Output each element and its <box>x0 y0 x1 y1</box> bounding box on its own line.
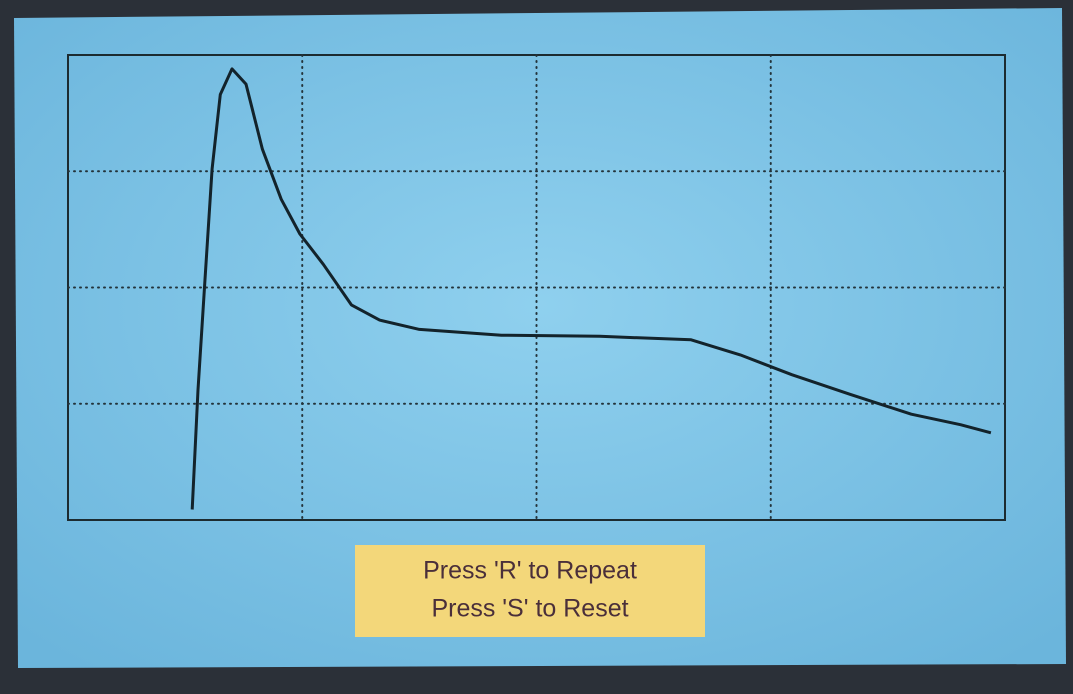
prompt-text: Press 'R' to Repeat <box>423 557 637 585</box>
page: Press 'R' to Repeat Press 'S' to Reset (… <box>0 0 1073 694</box>
prompt-text: Press 'S' to Reset <box>431 595 628 623</box>
screen-photo: Press 'R' to Repeat Press 'S' to Reset <box>0 0 1073 694</box>
